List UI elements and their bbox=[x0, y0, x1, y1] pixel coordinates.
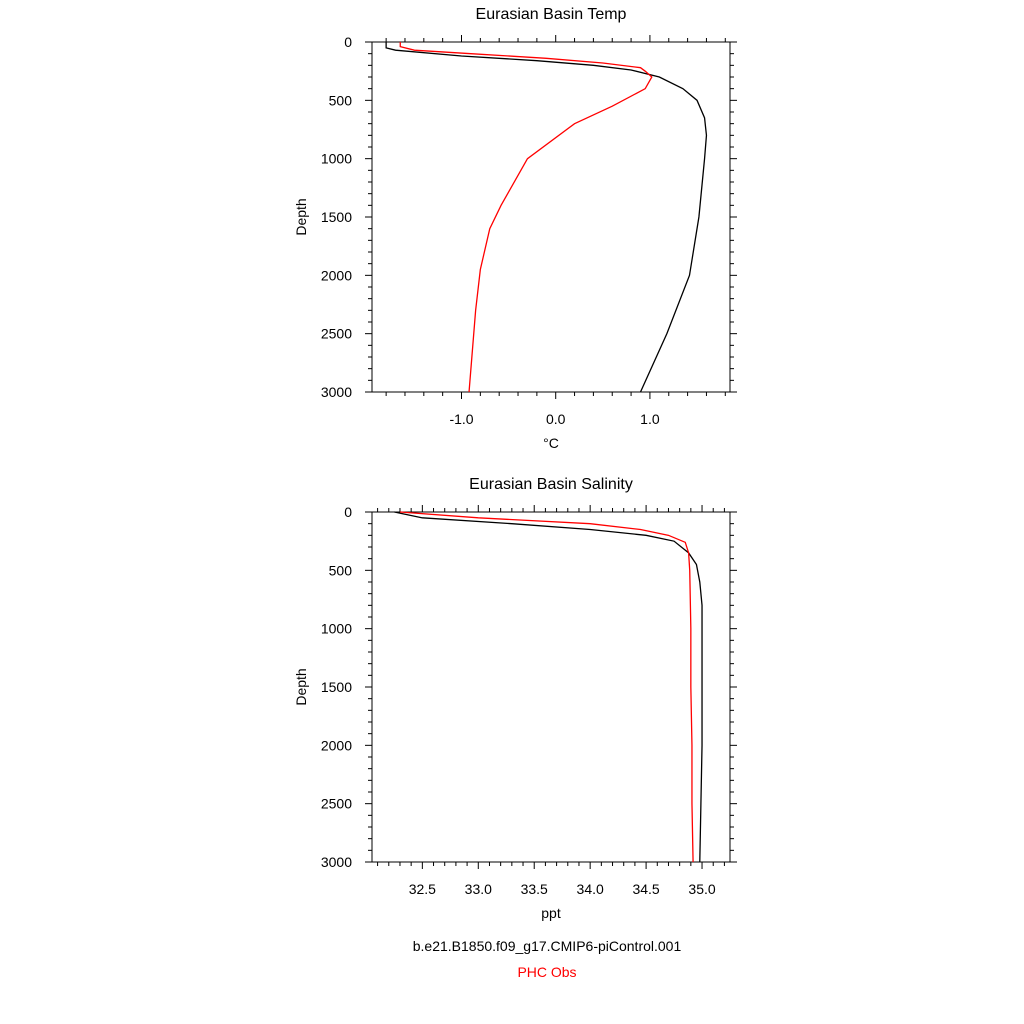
series-lines bbox=[394, 511, 703, 863]
x-axis-label: ppt bbox=[541, 905, 561, 921]
axis-ticks: 0 500 1000 1500 2000 2500 3000 -1.0 0.0 1.0 bbox=[321, 34, 737, 427]
model-series-line bbox=[394, 511, 703, 863]
model-series-line bbox=[385, 42, 708, 393]
salinity-panel: Eurasian Basin Salinity ppt Depth 0 500 10… bbox=[293, 476, 737, 921]
y-tick-label: 500 bbox=[329, 92, 353, 108]
series-lines bbox=[385, 42, 708, 393]
y-tick-label: 1000 bbox=[321, 151, 352, 167]
y-tick-label: 2000 bbox=[321, 267, 352, 283]
obs-series-line bbox=[399, 511, 694, 863]
x-tick-label: 0.0 bbox=[546, 411, 566, 427]
x-tick-label: 35.0 bbox=[688, 881, 715, 897]
x-tick-label: 33.5 bbox=[521, 881, 548, 897]
axis-ticks: 0 500 1000 1500 2000 2500 3000 32.5 33.0 33.5 34.0… bbox=[321, 504, 737, 897]
x-tick-label: 33.0 bbox=[465, 881, 492, 897]
chart-title: Eurasian Basin Salinity bbox=[469, 476, 633, 493]
y-tick-label: 500 bbox=[329, 562, 353, 578]
y-tick-label: 2500 bbox=[321, 796, 352, 812]
plot-frame bbox=[371, 511, 731, 863]
y-tick-label: 3000 bbox=[321, 384, 352, 400]
y-tick-label: 0 bbox=[344, 34, 352, 50]
y-tick-label: 1500 bbox=[321, 209, 352, 225]
y-tick-label: 1500 bbox=[321, 679, 352, 695]
y-tick-label: 2500 bbox=[321, 326, 352, 342]
temperature-panel: Eurasian Basin Temp °C Depth 0 500 1000 150… bbox=[293, 6, 737, 451]
obs-series-line bbox=[399, 42, 653, 393]
y-tick-label: 3000 bbox=[321, 854, 352, 870]
x-tick-label: 1.0 bbox=[640, 411, 660, 427]
x-tick-label: 32.5 bbox=[409, 881, 436, 897]
legend-case-label: b.e21.B1850.f09_g17.CMIP6-piControl.001 bbox=[413, 938, 682, 954]
y-tick-label: 1000 bbox=[321, 621, 352, 637]
y-axis-label: Depth bbox=[293, 668, 309, 705]
x-tick-label: 34.5 bbox=[632, 881, 659, 897]
x-axis-label: °C bbox=[543, 435, 559, 451]
y-tick-label: 0 bbox=[344, 504, 352, 520]
y-axis-label: Depth bbox=[293, 198, 309, 235]
y-tick-label: 2000 bbox=[321, 737, 352, 753]
plot-frame bbox=[371, 41, 731, 393]
chart-title: Eurasian Basin Temp bbox=[476, 6, 627, 23]
x-tick-label: -1.0 bbox=[449, 411, 473, 427]
x-tick-label: 34.0 bbox=[577, 881, 604, 897]
legend-obs-label: PHC Obs bbox=[517, 964, 576, 980]
